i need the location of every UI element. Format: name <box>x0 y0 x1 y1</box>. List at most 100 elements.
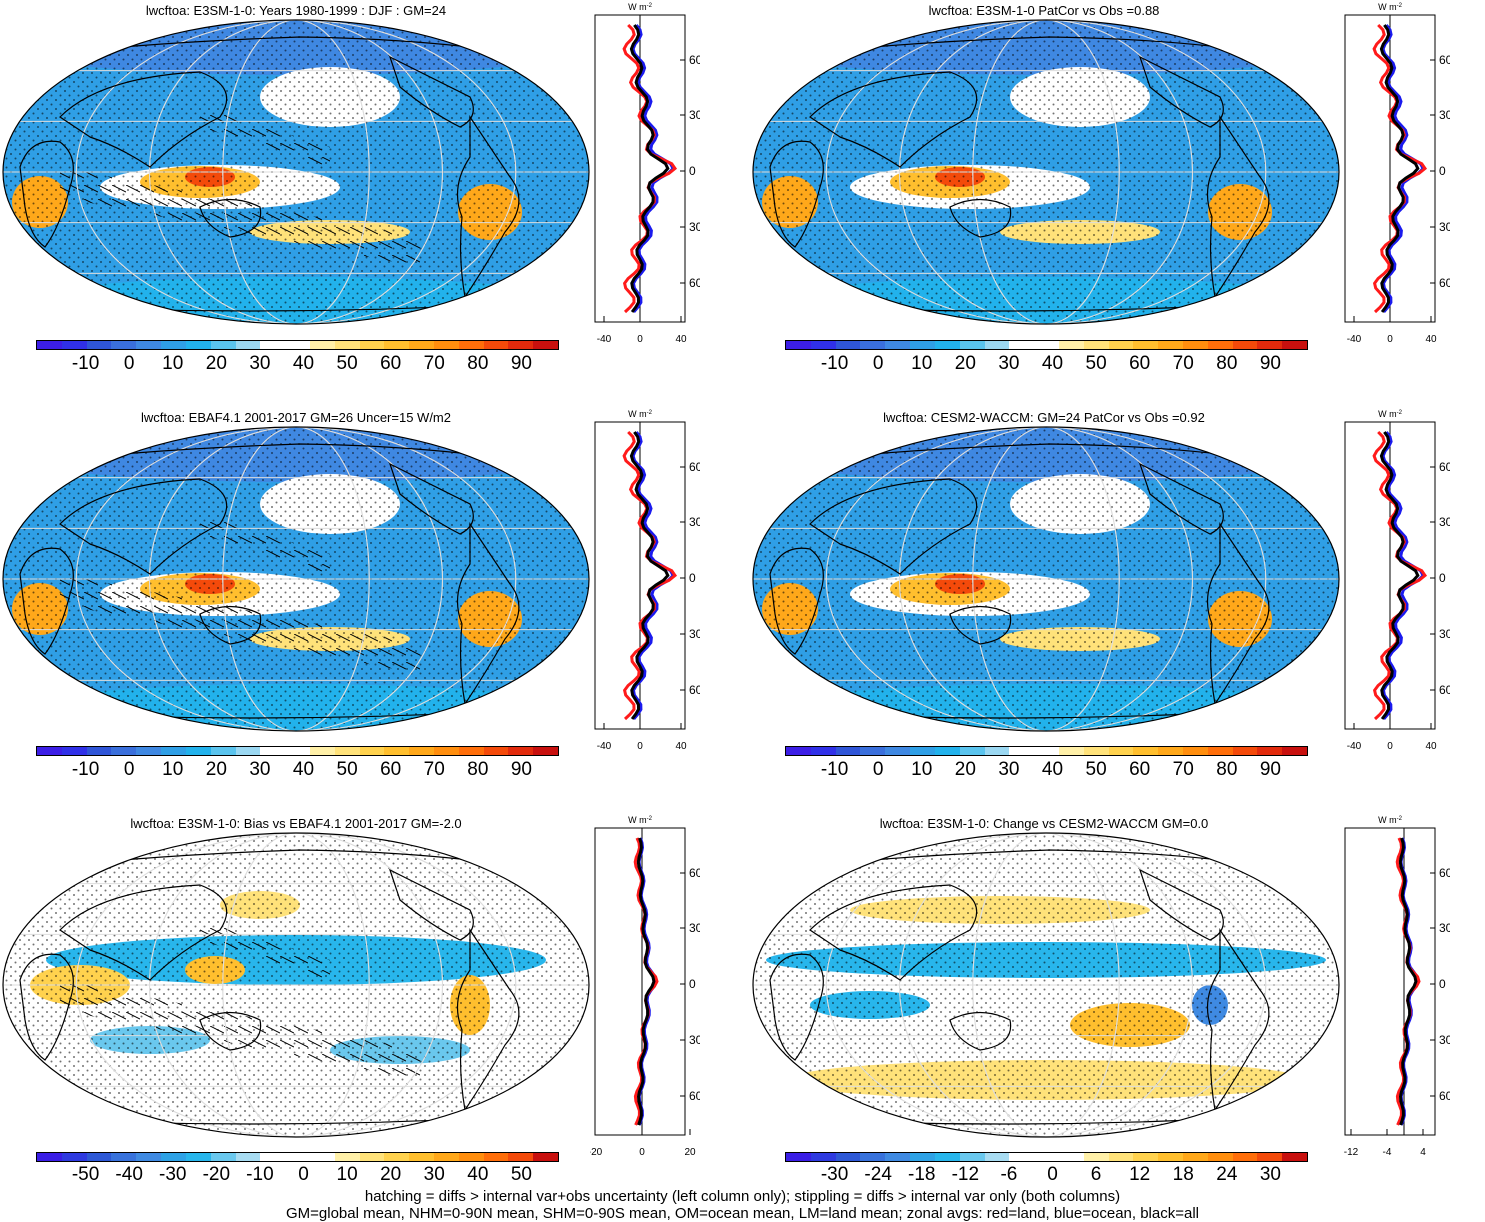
colorbar-tick-label: -30 <box>159 1164 187 1185</box>
world-map <box>2 832 590 1138</box>
colorbar-swatch <box>1183 1153 1208 1161</box>
colorbar-swatch <box>1034 341 1059 349</box>
colorbar-swatch <box>1232 341 1258 349</box>
map-border <box>2 832 590 1138</box>
lat-tick-label: 60S <box>1439 683 1450 697</box>
colorbar-swatch <box>1158 747 1183 755</box>
colorbar-swatch <box>235 747 261 755</box>
colorbar-tick-label: 50 <box>510 1164 532 1185</box>
map-border <box>2 19 590 325</box>
colorbar-tick-label: 60 <box>1129 353 1151 374</box>
all-zonal-curve <box>1379 24 1420 313</box>
colorbar-swatch <box>334 341 360 349</box>
colorbar-swatch <box>1133 1153 1159 1161</box>
lat-tick-label: 0 <box>1439 571 1446 585</box>
lat-tick-label: 30S <box>689 1033 700 1047</box>
map-title: lwcftoa: EBAF4.1 2001-2017 GM=26 Uncer=1… <box>141 410 451 425</box>
colorbar-swatch <box>434 341 459 349</box>
colorbar-swatch <box>786 341 811 349</box>
hatching-overlay <box>60 107 420 267</box>
colorbar-tick-label: 80 <box>467 353 489 374</box>
colorbar-swatch <box>984 341 1010 349</box>
colorbar-swatch <box>161 1153 186 1161</box>
x-tick-label: -40 <box>1347 334 1362 345</box>
colorbar-tick-label: 30 <box>249 353 271 374</box>
colorbar-swatch <box>1108 341 1134 349</box>
colorbar-swatch <box>1158 1153 1183 1161</box>
map-border <box>2 426 590 732</box>
colorbar-swatch <box>910 341 935 349</box>
colorbar-tick-label: 40 <box>1041 353 1064 374</box>
colorbar-swatch <box>1282 341 1308 349</box>
colorbar-tick-label: -20 <box>202 1164 231 1185</box>
colorbar-swatch <box>959 341 985 349</box>
lat-tick-label: 0 <box>689 571 696 585</box>
colorbar-tick-label: 0 <box>872 759 884 780</box>
colorbar-labels: -10 0 10 20 30 40 50 60 70 80 90 <box>36 353 559 375</box>
colorbar-tick-label: 60 <box>380 353 402 374</box>
colorbar-swatch <box>185 747 211 755</box>
colorbar-tick-label: 80 <box>467 759 489 780</box>
colorbar-tick-label: 70 <box>423 759 445 780</box>
lat-tick-label: 30S <box>1439 627 1450 641</box>
colorbar-swatch <box>1282 747 1308 755</box>
colorbar-swatch <box>1207 1153 1233 1161</box>
colorbar-swatch <box>885 341 911 349</box>
x-tick-label: 40 <box>675 741 687 752</box>
lat-tick-label: 60N <box>689 866 700 880</box>
colorbar-swatch <box>384 1153 410 1161</box>
land-zonal-curve <box>622 430 678 721</box>
zonal-mean-plot: W m-2 60N 30N 0 30S 60S -40 0 40 <box>594 2 700 345</box>
colorbar-tick-label: 40 <box>467 1164 489 1185</box>
colorbar-swatch <box>37 341 62 349</box>
colorbar-tick-label: -10 <box>820 759 849 780</box>
hatching-overlay <box>60 920 420 1080</box>
x-tick-label: -12 <box>1344 1147 1359 1158</box>
world-map <box>752 19 1340 325</box>
colorbar-swatch <box>458 341 484 349</box>
land-zonal-curve <box>622 23 678 314</box>
lat-tick-label: 60S <box>1439 1089 1450 1103</box>
lat-tick-label: 60S <box>1439 276 1450 290</box>
colorbar-swatch <box>285 341 310 349</box>
colorbar-swatch <box>210 1153 236 1161</box>
colorbar-swatch <box>334 1153 360 1161</box>
colorbar-swatch <box>860 341 886 349</box>
x-tick-label: -4 <box>1383 1147 1392 1158</box>
lat-tick-label: 30S <box>689 627 700 641</box>
colorbar-swatch <box>533 1153 559 1161</box>
colorbar-tick-label: 30 <box>1259 1164 1281 1185</box>
colorbar-tick-label: -10 <box>71 759 100 780</box>
colorbar-swatch <box>934 747 960 755</box>
x-tick-label: 0 <box>639 1147 645 1158</box>
zonal-frame <box>594 827 686 1136</box>
colorbar-swatch <box>934 1153 960 1161</box>
colorbar-swatch <box>885 747 911 755</box>
colorbar-swatch <box>533 341 559 349</box>
colorbar-tick-label: 90 <box>1259 759 1281 780</box>
colorbar <box>36 1152 559 1162</box>
colorbar-swatch <box>1183 341 1208 349</box>
colorbar-tick-label: 80 <box>1216 353 1238 374</box>
zonal-unit-label: W m-2 <box>1378 409 1402 419</box>
lat-tick-label: 30S <box>689 220 700 234</box>
colorbar-tick-label: 12 <box>1129 1164 1151 1185</box>
colorbar-tick-label: 70 <box>423 353 445 374</box>
lat-tick-label: 60N <box>1439 53 1450 67</box>
colorbar-swatch <box>1009 747 1035 755</box>
colorbar-swatch <box>458 747 484 755</box>
colorbar-swatch <box>1207 341 1233 349</box>
colorbar-tick-label: -10 <box>246 1164 274 1185</box>
colorbar-swatch <box>1009 341 1035 349</box>
colorbar-tick-label: 40 <box>292 759 315 780</box>
colorbar-swatch <box>1232 747 1258 755</box>
colorbar-swatch <box>111 1153 137 1161</box>
colorbar-swatch <box>260 747 286 755</box>
zonal-unit-label: W m-2 <box>1378 2 1402 12</box>
graticule <box>753 833 1339 1137</box>
colorbar-tick-label: 40 <box>292 353 315 374</box>
map-border <box>752 832 1340 1138</box>
colorbar-tick-label: 20 <box>205 759 227 780</box>
colorbar-swatch <box>210 747 236 755</box>
colorbar-swatch <box>384 747 410 755</box>
